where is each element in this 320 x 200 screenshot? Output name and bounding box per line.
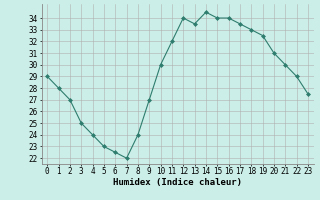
X-axis label: Humidex (Indice chaleur): Humidex (Indice chaleur)	[113, 178, 242, 187]
